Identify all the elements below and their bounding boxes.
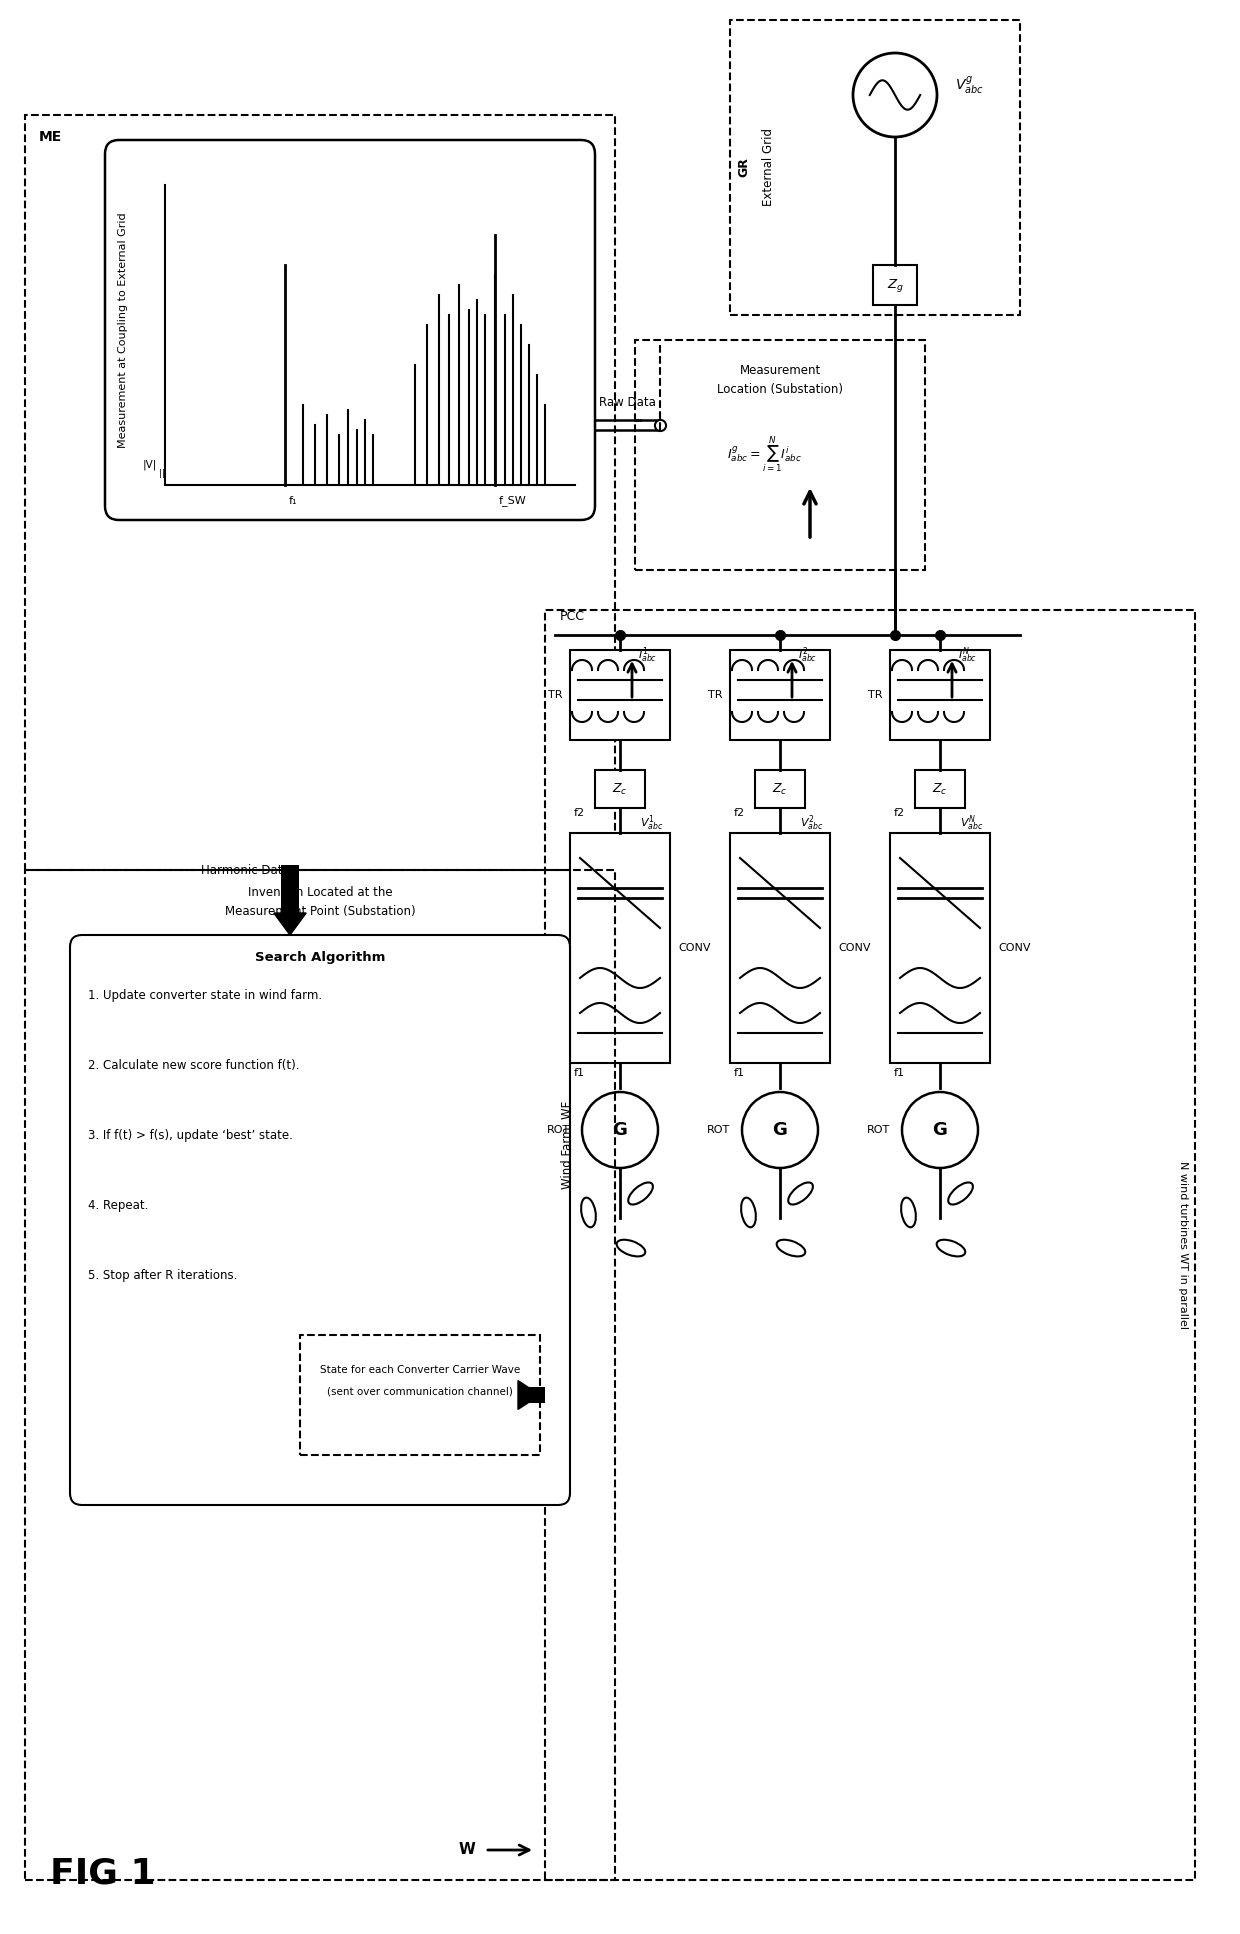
Bar (730, 834, 830, 1064)
Bar (915, 770, 965, 808)
Bar (570, 834, 670, 1064)
Text: CONV: CONV (998, 944, 1030, 953)
Text: 5. Stop after R iterations.: 5. Stop after R iterations. (88, 1269, 237, 1282)
Text: 4. Repeat.: 4. Repeat. (88, 1199, 149, 1211)
Text: State for each Converter Carrier Wave: State for each Converter Carrier Wave (320, 1365, 520, 1375)
Text: $I^N_{abc}$: $I^N_{abc}$ (959, 646, 977, 665)
Bar (890, 650, 990, 741)
Text: $Z_c$: $Z_c$ (932, 781, 947, 797)
Polygon shape (274, 913, 306, 934)
Bar (730, 19, 1021, 315)
Text: 1. Update converter state in wind farm.: 1. Update converter state in wind farm. (88, 988, 322, 1002)
Polygon shape (518, 1381, 539, 1410)
Text: f2: f2 (574, 808, 585, 818)
Bar (570, 650, 670, 741)
Bar (730, 650, 830, 741)
Text: $Z_c$: $Z_c$ (613, 781, 627, 797)
Text: Wind Farm  WF: Wind Farm WF (560, 1100, 574, 1189)
Bar (595, 770, 645, 808)
Text: Measurement at Coupling to External Grid: Measurement at Coupling to External Grid (118, 213, 128, 449)
Text: $V^2_{abc}$: $V^2_{abc}$ (800, 812, 823, 834)
Text: $V^1_{abc}$: $V^1_{abc}$ (640, 812, 663, 834)
Text: $Z_c$: $Z_c$ (773, 781, 787, 797)
Text: 2. Calculate new score function f(t).: 2. Calculate new score function f(t). (88, 1058, 300, 1071)
Text: Harmonic Data: Harmonic Data (201, 863, 289, 876)
Text: |V|: |V| (143, 460, 157, 470)
Text: $I^2_{abc}$: $I^2_{abc}$ (799, 646, 817, 665)
FancyBboxPatch shape (69, 934, 570, 1505)
Text: ROT: ROT (707, 1126, 730, 1135)
Text: f1: f1 (894, 1068, 905, 1077)
Text: G: G (932, 1122, 947, 1139)
Text: GR: GR (738, 157, 750, 178)
Text: $Z_g$: $Z_g$ (887, 277, 904, 294)
Text: $I^g_{abc} = \sum_{i=1}^{N} I^i_{abc}$: $I^g_{abc} = \sum_{i=1}^{N} I^i_{abc}$ (728, 435, 802, 476)
Text: FIG 1: FIG 1 (50, 1857, 156, 1891)
Bar (281, 864, 299, 913)
Text: ROT: ROT (867, 1126, 890, 1135)
Text: Invention Located at the: Invention Located at the (248, 886, 392, 899)
Text: f₁: f₁ (289, 495, 298, 507)
Bar (873, 265, 918, 306)
Bar (635, 340, 925, 571)
Text: f2: f2 (734, 808, 745, 818)
Text: f2: f2 (894, 808, 905, 818)
Bar (300, 1334, 539, 1454)
Text: W: W (458, 1843, 475, 1857)
Bar (25, 870, 615, 1880)
Text: TR: TR (548, 690, 562, 700)
Bar (25, 114, 615, 870)
Text: 3. If f(t) > f(s), update ‘best’ state.: 3. If f(t) > f(s), update ‘best’ state. (88, 1129, 293, 1141)
Text: G: G (613, 1122, 627, 1139)
Text: (sent over communication channel): (sent over communication channel) (327, 1387, 513, 1396)
Text: Search Algorithm: Search Algorithm (254, 950, 386, 963)
Text: PCC: PCC (560, 611, 585, 623)
Text: $V^N_{abc}$: $V^N_{abc}$ (960, 812, 983, 834)
Text: Location (Substation): Location (Substation) (717, 383, 843, 396)
Text: f_SW: f_SW (498, 495, 527, 507)
Text: External Grid: External Grid (761, 128, 775, 207)
Text: $I^1_{abc}$: $I^1_{abc}$ (639, 646, 657, 665)
Text: ROT: ROT (547, 1126, 570, 1135)
Text: N wind turbines WT in parallel: N wind turbines WT in parallel (1178, 1160, 1188, 1329)
Bar (518, 1387, 546, 1402)
Text: ME: ME (38, 130, 62, 143)
Text: |: | (161, 468, 165, 478)
Bar (890, 834, 990, 1064)
Bar (755, 770, 805, 808)
Text: CONV: CONV (678, 944, 711, 953)
Text: $V^g_{abc}$: $V^g_{abc}$ (955, 73, 983, 97)
Text: G: G (773, 1122, 787, 1139)
Text: Raw Data: Raw Data (599, 395, 656, 408)
Text: f1: f1 (734, 1068, 745, 1077)
Text: TR: TR (708, 690, 722, 700)
Text: Measurement: Measurement (739, 364, 821, 377)
Bar (546, 609, 1195, 1880)
Text: f1: f1 (574, 1068, 585, 1077)
Text: CONV: CONV (838, 944, 870, 953)
Text: Measurement Point (Substation): Measurement Point (Substation) (224, 905, 415, 919)
FancyBboxPatch shape (105, 139, 595, 520)
Text: TR: TR (868, 690, 882, 700)
Text: |: | (159, 468, 161, 478)
